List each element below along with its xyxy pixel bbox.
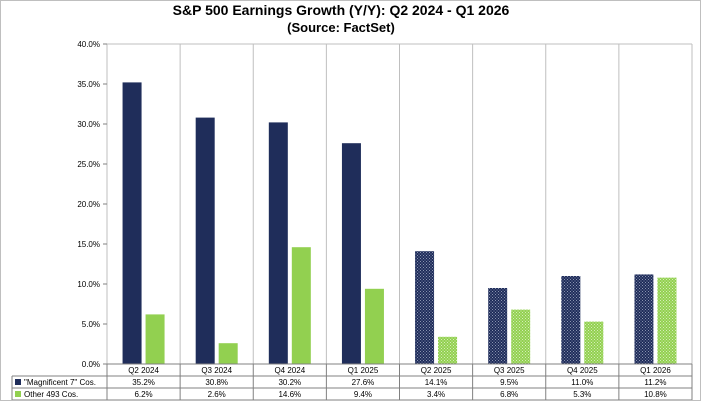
x-tick-label: Q2 2024 — [128, 366, 159, 375]
legend-swatch — [15, 379, 21, 385]
bar-other-493-q3-2024 — [218, 343, 238, 364]
x-tick-label: Q3 2024 — [201, 366, 232, 375]
data-label: 35.2% — [132, 378, 155, 387]
y-tick-label: 5.0% — [82, 320, 100, 329]
data-label: 6.2% — [134, 390, 152, 399]
bar-magnificent-7-q3-2024 — [195, 117, 215, 364]
y-tick-label: 10.0% — [77, 280, 100, 289]
data-label: 11.2% — [644, 378, 666, 387]
y-tick-label: 30.0% — [77, 120, 100, 129]
bar-other-493-q1-2026 — [657, 277, 677, 364]
data-label: 10.8% — [644, 390, 667, 399]
bar-other-493-q3-2025 — [511, 309, 531, 364]
legend-label: "Magnificent 7" Cos. — [24, 378, 96, 387]
bar-other-493-q1-2025 — [364, 288, 384, 364]
data-label: 30.8% — [205, 378, 228, 387]
data-label: 30.2% — [278, 378, 301, 387]
data-label: 9.4% — [354, 390, 372, 399]
y-tick-label: 35.0% — [77, 80, 100, 89]
data-label: 6.8% — [500, 390, 518, 399]
y-axis: 0.0% 5.0% 10.0% 15.0% 20.0% 25.0% 30.0% 35.0% 40… — [77, 40, 107, 369]
bar-other-493-q4-2024 — [291, 247, 311, 364]
y-tick-label: 20.0% — [77, 200, 100, 209]
data-label: 9.5% — [500, 378, 518, 387]
bar-other-493-q2-2025 — [438, 336, 458, 364]
bar-magnificent-7-q4-2025 — [561, 276, 581, 364]
x-tick-label: Q1 2025 — [348, 366, 379, 375]
bar-other-493-q4-2025 — [584, 321, 604, 364]
y-tick-label: 40.0% — [77, 40, 100, 49]
x-tick-label: Q4 2024 — [274, 366, 305, 375]
bar-magnificent-7-q1-2026 — [634, 274, 654, 364]
data-label: 3.4% — [427, 390, 445, 399]
chart-subtitle: (Source: FactSet) — [287, 20, 395, 35]
data-label: 11.0% — [571, 378, 593, 387]
bar-magnificent-7-q2-2024 — [122, 82, 142, 365]
y-tick-label: 0.0% — [82, 360, 100, 369]
bar-magnificent-7-q3-2025 — [488, 288, 508, 364]
bar-magnificent-7-q2-2025 — [415, 251, 435, 364]
data-label: 5.3% — [573, 390, 591, 399]
legend-label: Other 493 Cos. — [24, 390, 78, 399]
plot-grid — [106, 43, 693, 364]
data-label: 27.6% — [352, 378, 375, 387]
legend-swatch — [15, 391, 21, 397]
data-label: 14.6% — [278, 390, 301, 399]
y-tick-label: 25.0% — [77, 160, 100, 169]
y-tick-label: 15.0% — [77, 240, 100, 249]
data-label: 2.6% — [208, 390, 226, 399]
x-tick-label: Q2 2025 — [421, 366, 452, 375]
bars — [122, 82, 677, 365]
bar-magnificent-7-q4-2024 — [268, 122, 288, 365]
bar-magnificent-7-q1-2025 — [341, 143, 361, 364]
bar-other-493-q2-2024 — [145, 314, 165, 364]
data-table: Q2 2024 Q3 2024 Q4 2024 Q1 2025 Q2 2025 Q3 20… — [11, 363, 693, 401]
x-tick-label: Q4 2025 — [567, 366, 598, 375]
data-label: 14.1% — [425, 378, 448, 387]
chart-title: S&P 500 Earnings Growth (Y/Y): Q2 2024 -… — [173, 2, 510, 18]
x-tick-label: Q1 2026 — [640, 366, 671, 375]
x-tick-label: Q3 2025 — [494, 366, 525, 375]
